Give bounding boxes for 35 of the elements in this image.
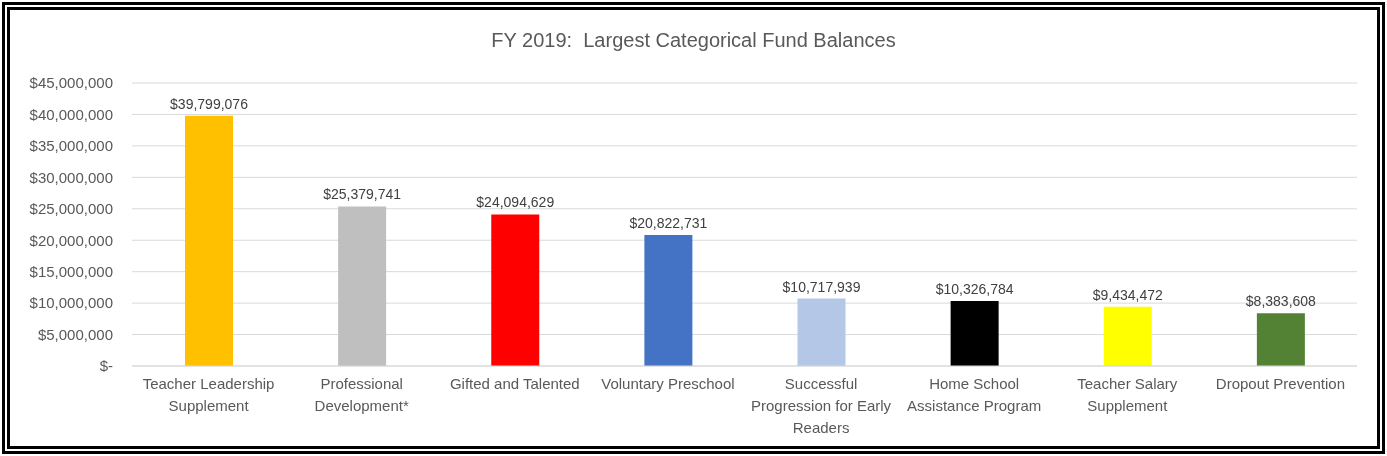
data-label: $10,326,784 [935,281,1014,298]
bar [1103,306,1152,366]
y-tick-label: $- [99,357,113,375]
y-tick-label: $35,000,000 [29,137,113,155]
y-tick-label: $20,000,000 [29,231,113,249]
y-tick-label: $45,000,000 [29,74,113,92]
x-tick-label: Successful Progression for Early Readers [751,375,892,436]
bar [950,301,999,366]
data-label: $25,379,741 [323,186,402,203]
data-label: $10,717,939 [782,278,861,295]
y-tick-label: $10,000,000 [29,294,113,312]
x-tick-label: Gifted and Talented [449,375,580,392]
chart-title: FY 2019: Largest Categorical Fund Balances [490,29,897,52]
y-tick-label: $15,000,000 [29,262,113,280]
data-label: $9,434,472 [1092,286,1163,303]
data-label: $39,799,076 [170,95,249,112]
bar [185,115,233,366]
x-tick-label: Dropout Prevention [1215,375,1346,392]
y-tick-label: $40,000,000 [29,105,113,123]
bar [491,214,540,366]
bar [1256,313,1305,366]
bar [644,235,693,366]
x-tick-label: Teacher Salary Supplement [1077,375,1178,414]
y-tick-label: $30,000,000 [29,168,113,186]
x-tick-label: Professional Development* [314,375,409,414]
bar [797,298,846,366]
data-label: $8,383,608 [1245,293,1317,310]
x-tick-label: Voluntary Preschool [601,375,735,392]
y-tick-label: $5,000,000 [37,325,113,343]
data-label: $24,094,629 [476,194,555,211]
y-tick-label: $25,000,000 [29,200,113,218]
data-label: $20,822,731 [629,215,708,232]
x-tick-label: Teacher Leadership Supplement [142,375,275,414]
x-tick-label: Home School Assistance Program [907,375,1042,414]
bar [338,206,387,366]
